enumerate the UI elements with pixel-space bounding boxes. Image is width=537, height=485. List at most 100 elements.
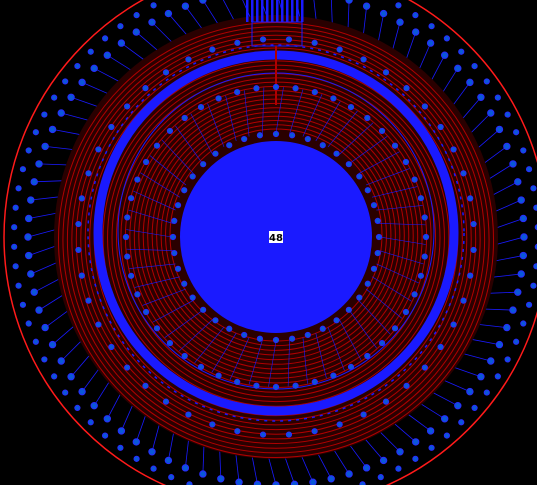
outer-via [74,63,81,70]
outer-via [519,251,528,260]
inner-via [411,176,418,183]
center-via [364,280,371,287]
coil-turn [66,30,486,449]
inner-via [134,291,141,298]
mid-via [78,195,85,202]
outer-via [132,28,140,36]
outer-via [525,166,533,173]
inner-via [311,378,318,385]
outer-via [362,2,371,10]
inner-via [253,382,260,389]
outer-via [19,166,27,173]
mid-via [209,421,216,428]
lead-finger [281,0,284,22]
outer-via [103,51,112,59]
outer-via [412,438,420,446]
mid-via [162,69,170,76]
inner-radial-trace [133,190,176,211]
inner-via [347,363,355,371]
inner-radial-trace [315,333,327,379]
outer-via [25,320,32,327]
mid-via [336,46,343,53]
mid-via [75,246,82,254]
outer-via [164,9,173,18]
outer-via [12,204,19,211]
outer-via [428,444,435,451]
mid-via [78,272,85,279]
mid-via [285,431,293,438]
outer-via [11,224,18,231]
outer-via [24,233,32,241]
center-via [272,130,280,138]
outer-via [27,270,35,278]
outer-via [458,419,465,426]
lead-finger [301,0,304,22]
center-via [189,173,196,180]
coil-turn [71,34,481,445]
center-via [171,217,178,224]
mid-via [259,431,267,438]
inner-radial-trace [229,337,250,380]
inner-via [215,95,222,102]
inner-radial-trace [379,236,426,245]
mid-via [85,297,92,304]
coil-turn [156,115,396,356]
center-via [272,336,280,344]
outer-via [379,456,388,465]
outer-via [150,465,157,472]
center-via [200,161,207,168]
net-label-48[interactable]: 48 [269,231,283,244]
mid-via [185,56,192,63]
mid-via [382,69,390,76]
outer-via [412,455,419,462]
center-via [256,132,263,139]
inner-via [181,352,188,360]
outer-via [24,214,33,223]
center-via [356,173,363,180]
center-via [241,331,248,339]
outer-via [150,2,157,9]
inner-via [391,142,399,149]
inner-via [134,176,141,183]
outer-via [41,142,49,151]
center-via [356,294,363,301]
inner-via [292,382,299,389]
lead-finger [246,0,249,22]
inner-via [142,158,150,166]
inner-via [402,158,410,166]
mid-via [311,39,318,46]
outer-via [78,387,86,396]
inner-via [181,114,188,122]
mid-via [470,220,477,228]
outer-via [57,109,65,117]
outer-via [504,356,511,363]
board-outline [3,0,537,485]
outer-via [102,432,109,439]
inner-radial-trace [289,89,304,134]
inner-radial-trace [149,155,187,186]
mid-via [75,220,82,228]
inner-via [234,89,241,96]
outer-via [62,389,69,396]
mid-via [209,46,216,53]
outer-via [520,147,527,154]
outer-via [504,111,511,118]
outer-via [78,78,86,87]
outer-via [345,470,353,478]
outer-via [494,373,501,380]
mid-via [382,398,390,405]
outer-via [90,401,98,410]
mid-via [360,411,367,418]
inner-radial-trace [134,276,180,288]
inner-via [422,233,430,241]
mid-via [95,146,102,153]
center-via [241,135,248,143]
outer-via [30,288,38,296]
outer-via [87,419,94,426]
outer-via [495,125,504,134]
inner-via [142,308,150,316]
outer-via [133,12,140,19]
inner-radial-trace [262,87,265,134]
outer-via [148,18,156,26]
